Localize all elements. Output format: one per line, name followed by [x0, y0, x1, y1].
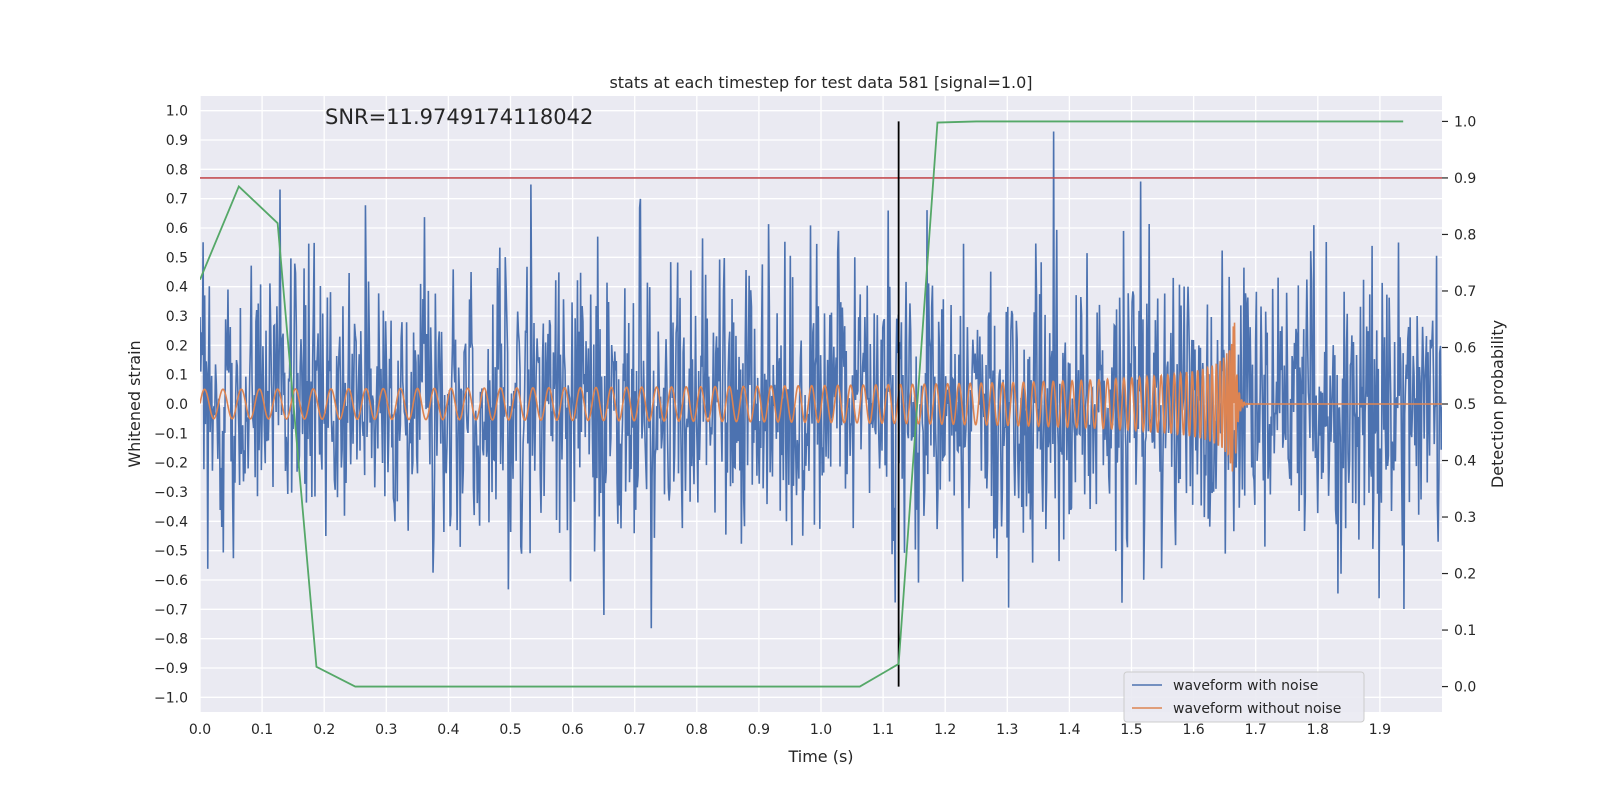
y-axis-right-ticks: 1.0 0.9 0.8 0.7 0.6 0.5 0.4 0.3 0.2 0.1 0.0 [1442, 114, 1476, 696]
x-tick-label: 1.4 [1058, 722, 1080, 738]
snr-annotation: SNR=11.9749174118042 [325, 105, 593, 129]
y-right-tick-label: 0.0 [1454, 680, 1476, 696]
y-left-tick-label: −0.5 [154, 544, 188, 560]
y-right-tick-label: 1.0 [1454, 114, 1476, 130]
x-tick-label: 0.9 [748, 722, 770, 738]
y-right-tick-label: 0.3 [1454, 510, 1476, 526]
y-left-tick-label: 0.5 [166, 250, 188, 266]
x-tick-label: 0.8 [686, 722, 708, 738]
y-right-tick-label: 0.9 [1454, 171, 1476, 187]
x-tick-label: 1.9 [1369, 722, 1391, 738]
y-left-tick-label: 0.7 [166, 192, 188, 208]
y-left-tick-label: 0.1 [166, 368, 188, 384]
chart-title: stats at each timestep for test data 581… [609, 73, 1032, 92]
y-right-tick-label: 0.1 [1454, 623, 1476, 639]
x-tick-label: 0.5 [499, 722, 521, 738]
series-detection-probability [200, 120, 1404, 688]
y-left-tick-label: −0.6 [154, 573, 188, 589]
x-tick-label: 1.2 [934, 722, 956, 738]
y-right-tick-label: 0.7 [1454, 284, 1476, 300]
legend-label-clean: waveform without noise [1173, 701, 1341, 717]
y-left-tick-label: 0.6 [166, 221, 188, 237]
y-left-tick-label: −0.7 [154, 602, 188, 618]
y-left-tick-label: 0.4 [166, 280, 188, 296]
x-tick-label: 1.6 [1182, 722, 1204, 738]
y-left-tick-label: 0.3 [166, 309, 188, 325]
y-axis-left-label: Whitened strain [125, 340, 144, 467]
x-axis-label: Time (s) [787, 747, 853, 766]
legend: waveform with noise waveform without noi… [1123, 671, 1365, 723]
y-right-tick-label: 0.4 [1454, 454, 1476, 470]
y-right-tick-label: 0.5 [1454, 397, 1476, 413]
y-left-tick-label: −0.8 [154, 632, 188, 648]
y-left-tick-label: −0.1 [154, 426, 188, 442]
y-left-tick-label: −0.4 [154, 514, 188, 530]
x-tick-label: 0.0 [189, 722, 211, 738]
x-tick-label: 0.4 [437, 722, 459, 738]
x-tick-label: 0.2 [313, 722, 335, 738]
legend-label-noise: waveform with noise [1173, 678, 1318, 694]
x-tick-label: 1.8 [1307, 722, 1329, 738]
y-left-tick-label: 0.9 [166, 133, 188, 149]
y-axis-right-label: Detection probability [1488, 320, 1507, 488]
x-axis-ticks: 0.0 0.1 0.2 0.3 0.4 0.5 0.6 0.7 0.8 0.9 1.0 1.1 1.2 1… [189, 722, 1391, 738]
x-tick-label: 1.5 [1120, 722, 1142, 738]
x-tick-label: 1.0 [810, 722, 832, 738]
y-left-tick-label: −0.2 [154, 456, 188, 472]
y-left-tick-label: −0.9 [154, 661, 188, 677]
x-tick-label: 1.7 [1245, 722, 1267, 738]
x-tick-label: 0.7 [624, 722, 646, 738]
y-left-tick-label: 0.8 [166, 162, 188, 178]
y-left-tick-label: 0.0 [166, 397, 188, 413]
x-tick-label: 0.6 [561, 722, 583, 738]
x-tick-label: 0.3 [375, 722, 397, 738]
legend-box [1123, 671, 1365, 723]
y-left-tick-label: 1.0 [166, 104, 188, 120]
y-right-tick-label: 0.6 [1454, 340, 1476, 356]
x-tick-label: 1.1 [872, 722, 894, 738]
x-tick-label: 1.3 [996, 722, 1018, 738]
y-left-tick-label: −0.3 [154, 485, 188, 501]
x-tick-label: 0.1 [251, 722, 273, 738]
y-right-tick-label: 0.2 [1454, 567, 1476, 583]
grid-lines [199, 96, 1442, 712]
y-left-tick-label: −1.0 [154, 690, 188, 706]
series-waveform-without-noise [200, 322, 1442, 472]
y-right-tick-label: 0.8 [1454, 227, 1476, 243]
y-axis-left-ticks: 1.0 0.9 0.8 0.7 0.6 0.5 0.4 0.3 0.2 0.1 0.0 −0.1 −0.… [154, 104, 188, 707]
y-left-tick-label: 0.2 [166, 338, 188, 354]
